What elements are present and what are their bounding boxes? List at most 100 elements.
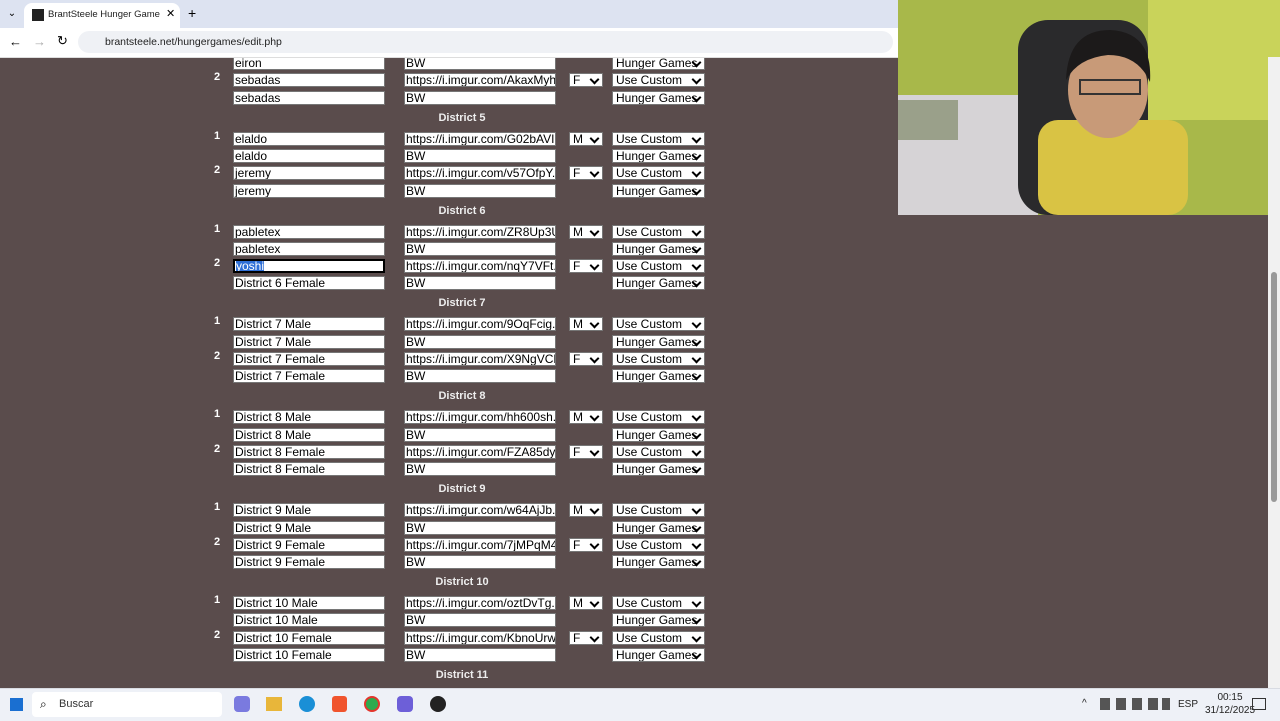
dead-type-select[interactable]: Hunger Games [612, 90, 705, 105]
image-type-select[interactable]: Use Custom [612, 503, 705, 518]
gender-select[interactable]: F [569, 352, 603, 366]
nickname-input[interactable]: District 9 Female [233, 555, 385, 570]
dead-type-select[interactable]: Hunger Games [612, 148, 705, 163]
dead-image-input[interactable]: BW [404, 520, 556, 535]
image-url-input[interactable]: https://i.imgur.com/hh600sh.pn [404, 410, 556, 425]
name-input[interactable]: sebadas [233, 73, 385, 88]
dead-image-input[interactable]: BW [404, 613, 556, 628]
nickname-input[interactable]: District 10 Female [233, 648, 385, 662]
address-bar[interactable]: brantsteele.net/hungergames/edit.php [78, 31, 893, 53]
gender-select[interactable]: F [569, 630, 603, 645]
name-input[interactable]: District 9 Female [233, 537, 385, 552]
nickname-input[interactable]: pabletex [233, 241, 385, 256]
clock-time[interactable]: 00:15 [1217, 692, 1243, 703]
gender-select[interactable]: F [569, 444, 603, 459]
start-button[interactable] [10, 698, 23, 711]
nickname-input[interactable]: District 9 Male [233, 520, 385, 535]
tab-close[interactable]: ✕ [166, 8, 176, 20]
app-icon[interactable] [299, 696, 315, 712]
back-button[interactable]: ← [9, 34, 22, 49]
dead-type-select[interactable]: Hunger Games [612, 57, 705, 70]
image-url-input[interactable]: https://i.imgur.com/nqY7VFt.pr [404, 259, 556, 274]
app-icon[interactable] [266, 697, 282, 711]
gender-select[interactable]: F [569, 537, 603, 552]
dead-type-select[interactable]: Hunger Games [612, 427, 705, 442]
image-url-input[interactable]: https://i.imgur.com/ZR8Up3U.p [404, 224, 556, 239]
scrollbar-thumb[interactable] [1271, 272, 1277, 502]
name-input[interactable]: pabletex [233, 224, 385, 239]
dead-type-select[interactable]: Hunger Games [612, 462, 705, 477]
image-url-input[interactable]: https://i.imgur.com/X9NgVCL.p [404, 352, 556, 366]
app-icon[interactable] [234, 696, 250, 712]
image-url-input[interactable]: https://i.imgur.com/G02bAVI.p [404, 131, 556, 146]
nickname-input[interactable]: District 6 Female [233, 276, 385, 291]
image-url-input[interactable]: https://i.imgur.com/KbnoUrw.pr [404, 630, 556, 645]
notifications[interactable] [1252, 698, 1266, 710]
reload-button[interactable]: ↻ [57, 33, 68, 48]
name-input[interactable]: District 8 Female [233, 444, 385, 459]
active-tab[interactable]: BrantSteele Hunger Games Sim ✕ [24, 3, 180, 28]
gender-select[interactable]: F [569, 166, 603, 181]
language[interactable]: ESP [1178, 699, 1199, 710]
tray-chevron[interactable]: ^ [1082, 698, 1087, 709]
gender-select[interactable]: M [569, 410, 603, 425]
tab-search[interactable]: ⌄ [7, 8, 17, 19]
dead-type-select[interactable]: Hunger Games [612, 648, 705, 662]
dead-image-input[interactable]: BW [404, 369, 556, 384]
name-input[interactable]: District 7 Male [233, 317, 385, 332]
dead-type-select[interactable]: Hunger Games [612, 183, 705, 198]
image-type-select[interactable]: Use Custom [612, 166, 705, 181]
name-input[interactable]: District 10 Male [233, 596, 385, 611]
dead-image-input[interactable]: BW [404, 334, 556, 349]
image-url-input[interactable]: https://i.imgur.com/AkaxMyh.pr [404, 73, 556, 88]
image-type-select[interactable]: Use Custom [612, 596, 705, 611]
dead-type-select[interactable]: Hunger Games [612, 334, 705, 349]
app-icon[interactable] [397, 696, 413, 712]
nickname-input[interactable]: District 7 Female [233, 369, 385, 384]
image-type-select[interactable]: Use Custom [612, 259, 705, 274]
app-icon[interactable] [364, 696, 380, 712]
dead-type-select[interactable]: Hunger Games [612, 241, 705, 256]
dead-image-input[interactable]: BW [404, 57, 556, 70]
dead-image-input[interactable]: BW [404, 648, 556, 662]
image-type-select[interactable]: Use Custom [612, 131, 705, 146]
image-type-select[interactable]: Use Custom [612, 317, 705, 332]
dead-image-input[interactable]: BW [404, 90, 556, 105]
image-type-select[interactable]: Use Custom [612, 537, 705, 552]
name-input[interactable]: District 8 Male [233, 410, 385, 425]
gender-select[interactable]: M [569, 317, 603, 332]
nickname-input[interactable]: District 10 Male [233, 613, 385, 628]
nickname-input[interactable]: District 8 Female [233, 462, 385, 477]
search-box[interactable]: ⌕ Buscar [32, 692, 222, 717]
name-input[interactable]: jeremy [233, 166, 385, 181]
name-input[interactable]: District 9 Male [233, 503, 385, 518]
gender-select[interactable]: M [569, 131, 603, 146]
dead-image-input[interactable]: BW [404, 276, 556, 291]
app-icon[interactable] [430, 696, 446, 712]
clock-date[interactable]: 31/12/2025 [1204, 705, 1256, 716]
nickname-input[interactable]: jeremy [233, 183, 385, 198]
gender-select[interactable]: M [569, 596, 603, 611]
dead-type-select[interactable]: Hunger Games [612, 613, 705, 628]
new-tab[interactable]: + [188, 5, 197, 21]
nickname-input[interactable]: elaldo [233, 148, 385, 163]
dead-image-input[interactable]: BW [404, 241, 556, 256]
nickname-input[interactable]: District 8 Male [233, 427, 385, 442]
gender-select[interactable]: M [569, 224, 603, 239]
image-url-input[interactable]: https://i.imgur.com/9OqFcig.pn [404, 317, 556, 332]
dead-image-input[interactable]: BW [404, 148, 556, 163]
image-url-input[interactable]: https://i.imgur.com/FZA85dy.pr [404, 444, 556, 459]
image-url-input[interactable]: https://i.imgur.com/7jMPqM4.p [404, 537, 556, 552]
gender-select[interactable]: F [569, 259, 603, 274]
dead-image-input[interactable]: BW [404, 427, 556, 442]
image-type-select[interactable]: Use Custom [612, 444, 705, 459]
image-type-select[interactable]: Use Custom [612, 630, 705, 645]
app-icon[interactable] [332, 696, 347, 712]
dead-type-select[interactable]: Hunger Games [612, 369, 705, 384]
name-input[interactable]: elaldo [233, 131, 385, 146]
image-url-input[interactable]: https://i.imgur.com/oztDvTg.pn [404, 596, 556, 611]
dead-type-select[interactable]: Hunger Games [612, 276, 705, 291]
image-url-input[interactable]: https://i.imgur.com/w64AjJb.pn [404, 503, 556, 518]
dead-image-input[interactable]: BW [404, 555, 556, 570]
gender-select[interactable]: F [569, 73, 603, 88]
